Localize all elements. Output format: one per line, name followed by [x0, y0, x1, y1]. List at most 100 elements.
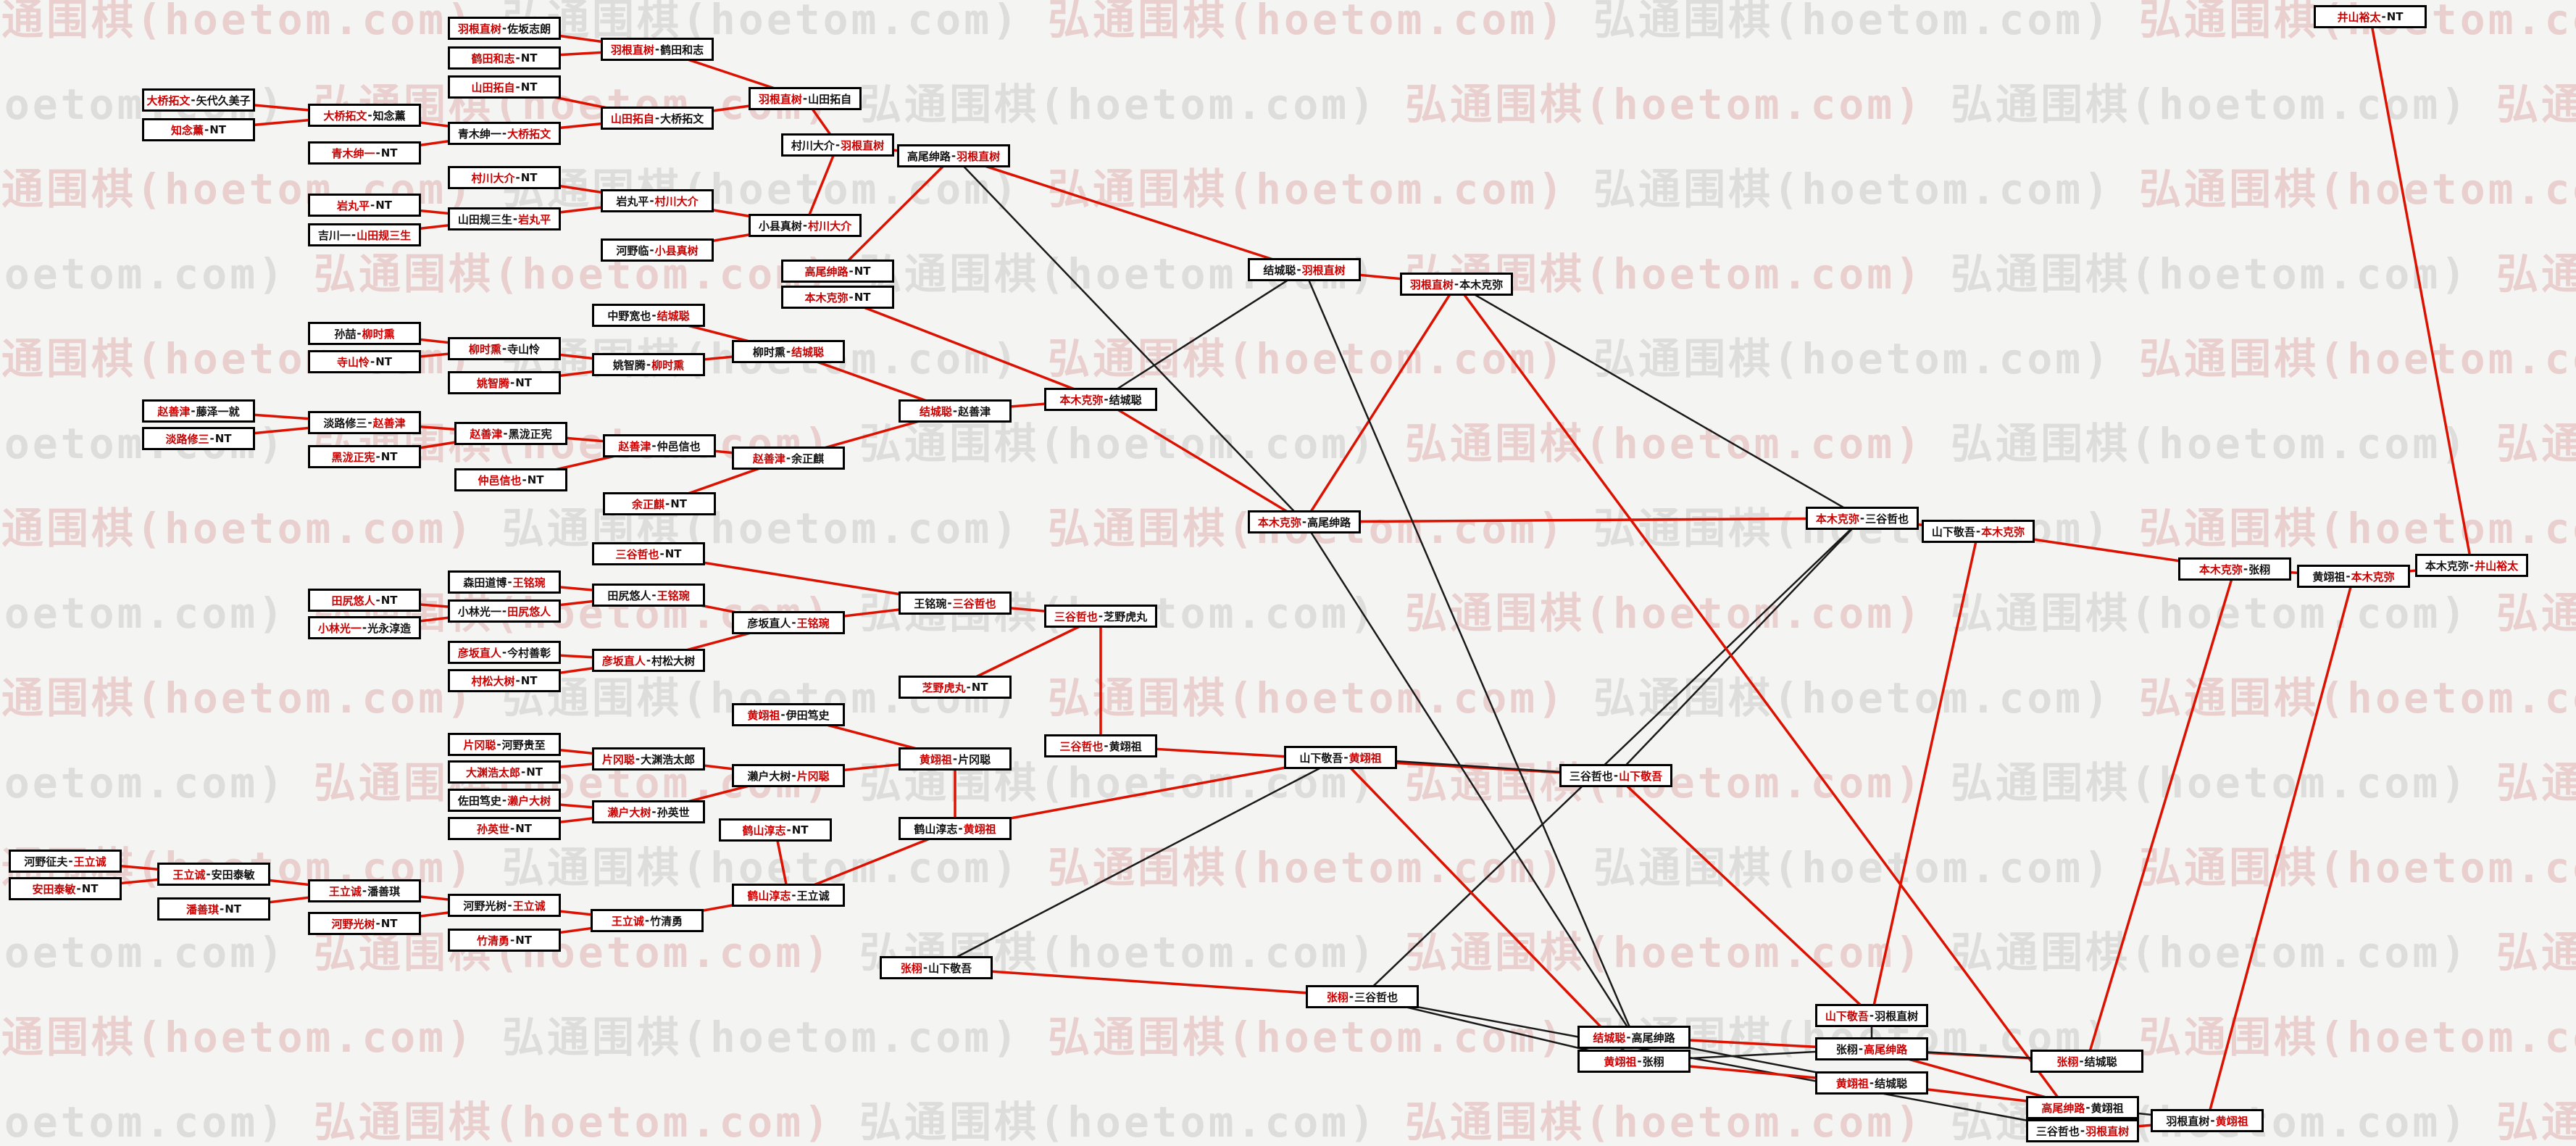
- watermark-text: 弘通围棋(hoetom.com): [2496, 758, 2576, 807]
- dash-separator: -: [966, 681, 971, 694]
- bracket-line-red: [2206, 576, 2355, 1121]
- loser-name: 山下敬吾: [1931, 525, 1975, 539]
- dash-separator: -: [651, 309, 656, 322]
- loser-name: NT: [515, 822, 533, 835]
- match-box: 张栩 - 山下敬吾: [880, 956, 993, 979]
- match-box: 仲邑信也 - NT: [454, 468, 567, 491]
- watermark-text: 弘通围棋(hoetom.com): [1951, 758, 2469, 807]
- loser-name: 森田道博: [463, 576, 507, 589]
- watermark-text: 弘通围棋(hoetom.com): [1048, 334, 1567, 383]
- dash-separator: -: [501, 127, 507, 140]
- winner-name: 柳时熏: [362, 327, 395, 341]
- loser-name: 潘善琪: [367, 884, 401, 898]
- dash-separator: -: [362, 621, 367, 634]
- match-box: 淡路修三 - NT: [142, 427, 255, 450]
- watermark-text: 弘通围棋(hoetom.com): [1951, 928, 2469, 977]
- dash-separator: -: [2079, 1055, 2084, 1068]
- match-box: 羽根直树 - 佐坂志朗: [448, 17, 561, 40]
- loser-name: NT: [380, 146, 398, 159]
- winner-name: 片冈聪: [796, 769, 830, 783]
- winner-name: 本木克弥: [2351, 570, 2395, 584]
- loser-name: 小林光一: [457, 605, 501, 618]
- match-box: 王立诚 - 安田泰敏: [157, 863, 270, 886]
- dash-separator: -: [1349, 990, 1354, 1003]
- loser-name: 河野临: [616, 244, 649, 257]
- watermark-row: 弘通围棋(hoetom.com) 弘通围棋(hoetom.com) 弘通围棋(hoe…: [0, 240, 2576, 301]
- loser-name: 小县真树: [758, 219, 802, 233]
- match-box: 本木克弥 - 结城聪: [1044, 388, 1157, 411]
- bracket-line-black: [1100, 268, 1305, 401]
- loser-name: 三谷哲也: [1569, 769, 1613, 783]
- dash-separator: -: [649, 244, 654, 257]
- loser-name: 黑泷正宪: [508, 427, 552, 441]
- bracket-line-red: [837, 296, 1101, 401]
- match-box: 濑户大树 - 片冈聪: [732, 764, 845, 787]
- loser-name: NT: [520, 674, 538, 687]
- winner-name: 结城聪: [791, 345, 825, 359]
- winner-name: 羽根直树: [841, 138, 885, 152]
- match-box: 结城聪 - 高尾绅路: [1577, 1026, 1691, 1049]
- loser-name: NT: [214, 432, 232, 445]
- watermark-text: 弘通围棋(hoetom.com): [1048, 1013, 1567, 1062]
- loser-name: NT: [81, 882, 99, 895]
- winner-name: 张栩: [1326, 990, 1349, 1004]
- loser-name: 寺山怜: [507, 342, 541, 356]
- watermark-text: 弘通围棋(hoetom.com): [2496, 80, 2576, 129]
- dash-separator: -: [659, 547, 664, 560]
- match-box: 小林光一 - 光永淳造: [308, 616, 421, 639]
- dash-separator: -: [1301, 515, 1307, 528]
- match-box: 王立诚 - 潘善琪: [308, 879, 421, 902]
- match-box: 田尻悠人 - 王铭琬: [592, 584, 705, 607]
- watermark-text: 弘通围棋(hoetom.com): [1405, 589, 1924, 638]
- loser-name: 三谷哲也: [1865, 512, 1909, 526]
- match-box: 羽根直树 - 山田拓自: [749, 87, 862, 110]
- loser-name: 片冈聪: [958, 752, 991, 766]
- watermark-text: 弘通围棋(hoetom.com): [2139, 165, 2576, 214]
- dash-separator: -: [1626, 1031, 1631, 1044]
- loser-name: 芝野虎丸: [1104, 610, 1148, 623]
- winner-name: 姚智腾: [476, 376, 509, 390]
- dash-separator: -: [646, 358, 651, 371]
- winner-name: 岩丸平: [518, 212, 551, 226]
- loser-name: 竹清勇: [650, 914, 683, 928]
- match-box: 河野征夫 - 王立诚: [9, 850, 122, 873]
- winner-name: 赵善津: [752, 452, 785, 465]
- dash-separator: -: [1637, 1055, 1642, 1068]
- winner-name: 高尾绅路: [1864, 1042, 1908, 1056]
- loser-name: 高尾绅路: [906, 149, 951, 163]
- watermark-text: 弘通围棋(hoetom.com): [1593, 165, 2112, 214]
- winner-name: 羽根直树: [610, 43, 654, 57]
- watermark-text: 弘通围棋(hoetom.com): [0, 673, 475, 723]
- watermark-text: 弘通围棋(hoetom.com): [2139, 843, 2576, 892]
- loser-name: NT: [854, 265, 871, 278]
- match-box: 彦坂直人 - 王铭琬: [732, 611, 845, 634]
- winner-name: 濑户大树: [607, 805, 651, 819]
- match-box: 大桥拓文 - 知念薰: [308, 104, 421, 127]
- winner-name: 黄翊祖: [2215, 1114, 2248, 1128]
- loser-name: 结城聪: [2084, 1055, 2117, 1068]
- dash-separator: -: [2469, 559, 2475, 572]
- dash-separator: -: [509, 822, 515, 835]
- winner-name: 大桥拓文: [507, 127, 551, 141]
- dash-separator: -: [952, 404, 958, 418]
- winner-name: 鹤山淳志: [747, 889, 791, 902]
- loser-name: 山田规三生: [457, 212, 512, 226]
- dash-separator: -: [370, 199, 375, 212]
- loser-name: 张栩: [1642, 1055, 1664, 1068]
- dash-separator: -: [509, 934, 515, 947]
- loser-name: 余正麒: [791, 452, 825, 465]
- loser-name: 张栩: [1835, 1042, 1858, 1056]
- loser-name: 知念薰: [372, 109, 406, 123]
- dash-separator: -: [1859, 512, 1865, 525]
- loser-name: 山田拓自: [808, 92, 852, 106]
- loser-name: 王铭琬: [914, 597, 947, 610]
- loser-name: 赵善津: [958, 404, 991, 418]
- dash-separator: -: [515, 171, 520, 184]
- winner-name: 黄翊祖: [747, 708, 780, 722]
- loser-name: NT: [380, 594, 398, 607]
- winner-name: 三谷哲也: [952, 597, 996, 610]
- match-box: 小县真树 - 村川大介: [749, 214, 862, 237]
- winner-name: 彦坂直人: [457, 646, 501, 660]
- winner-name: 田尻悠人: [507, 605, 551, 618]
- loser-name: NT: [225, 902, 242, 915]
